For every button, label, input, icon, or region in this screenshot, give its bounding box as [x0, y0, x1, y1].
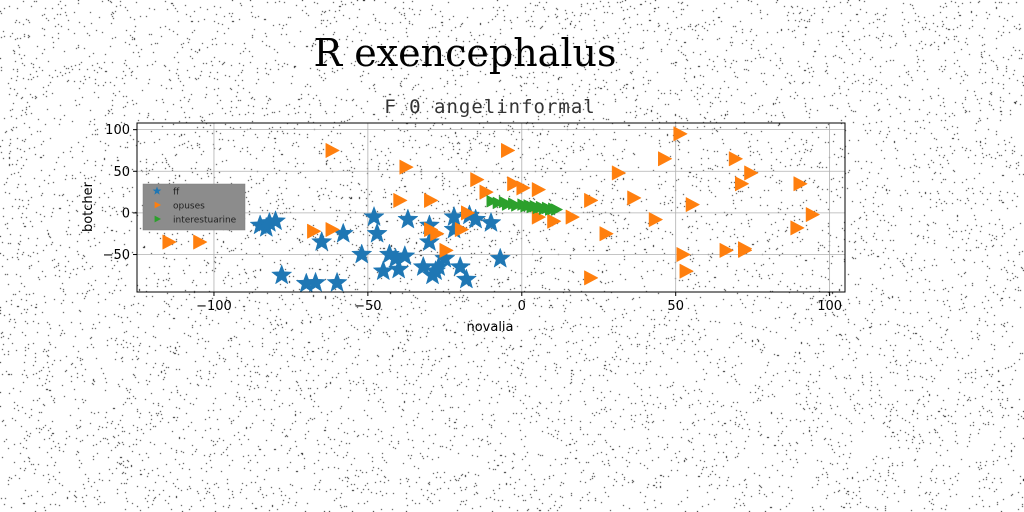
y-tick-label: −50: [103, 248, 130, 263]
data-point-ff: [394, 244, 416, 266]
y-tick-label: 0: [122, 206, 130, 221]
data-point-opuses: [719, 242, 734, 259]
data-point-ff: [271, 264, 293, 285]
legend-label-opuses: opuses: [173, 202, 205, 212]
y-tick-label: 100: [105, 123, 130, 138]
data-point-opuses: [193, 234, 208, 250]
data-point-opuses: [673, 126, 688, 142]
data-point-opuses: [307, 223, 322, 239]
legend-label-interestuarine: interestuarine: [173, 216, 237, 226]
data-point-ff: [264, 210, 287, 231]
data-point-interestuarine: [501, 198, 514, 211]
x-tick-label: −100: [196, 299, 232, 314]
data-point-opuses: [325, 142, 340, 159]
data-point-opuses: [461, 205, 476, 221]
data-point-opuses: [565, 209, 581, 225]
data-point-opuses: [325, 221, 340, 238]
series-opuses: [162, 126, 821, 286]
data-point-opuses: [584, 192, 599, 209]
data-point-opuses: [584, 270, 599, 286]
data-point-ff: [326, 271, 348, 292]
data-point-interestuarine: [486, 194, 499, 208]
data-point-ff: [311, 230, 333, 252]
data-point-opuses: [470, 171, 485, 188]
data-point-opuses: [685, 196, 701, 213]
data-point-opuses: [599, 226, 614, 242]
data-point-opuses: [454, 221, 470, 238]
data-point-opuses: [679, 263, 694, 279]
data-point-interestuarine: [551, 203, 564, 216]
data-point-opuses: [790, 220, 805, 236]
x-axis-label: novalia: [466, 320, 513, 335]
data-point-ff: [449, 255, 471, 277]
x-tick-label: 50: [667, 299, 684, 314]
legend-label-ff: ff: [173, 188, 180, 198]
data-point-opuses: [734, 176, 750, 192]
data-point-opuses: [728, 151, 744, 167]
data-point-opuses: [531, 209, 547, 225]
data-point-opuses: [648, 211, 664, 228]
legend-marker-interestuarine: [154, 215, 161, 223]
data-point-opuses: [162, 234, 177, 250]
data-point-opuses: [531, 181, 547, 198]
data-point-ff: [455, 268, 478, 289]
series-ff: [249, 204, 511, 293]
data-point-opuses: [424, 192, 439, 209]
y-axis-label: botcher: [81, 181, 96, 232]
data-point-opuses: [547, 213, 562, 229]
data-point-ff: [434, 247, 456, 268]
data-point-opuses: [658, 151, 673, 167]
data-point-opuses: [501, 142, 516, 159]
data-point-opuses: [738, 241, 753, 257]
data-point-ff: [351, 243, 373, 264]
legend: ff opuses interestuarine: [142, 183, 246, 231]
data-points: [162, 126, 821, 293]
data-point-opuses: [479, 184, 494, 200]
plot-frame: [136, 122, 846, 293]
data-point-opuses: [399, 159, 414, 175]
data-point-ff: [489, 247, 511, 268]
x-tick-label: −50: [354, 299, 381, 314]
axis-ticks: −100 −50 0 50 100 −50 0 50 100: [103, 123, 842, 314]
data-point-ff: [363, 205, 385, 227]
data-point-ff: [304, 271, 327, 292]
data-point-opuses: [507, 176, 522, 192]
data-point-opuses: [676, 246, 691, 263]
data-point-opuses: [393, 192, 408, 209]
data-point-ff: [418, 230, 441, 252]
data-point-ff: [332, 222, 354, 243]
data-point-opuses: [439, 242, 454, 259]
x-tick-label: 100: [817, 299, 842, 314]
data-point-ff: [397, 208, 419, 229]
data-point-ff: [366, 222, 388, 243]
data-point-opuses: [516, 180, 531, 196]
data-point-opuses: [611, 165, 627, 181]
data-point-opuses: [627, 190, 642, 206]
data-point-opuses: [744, 165, 759, 181]
figure-suptitle: R exencephalus: [314, 31, 617, 75]
data-point-ff: [387, 258, 410, 279]
legend-box: [142, 183, 246, 231]
data-point-opuses: [430, 226, 445, 242]
x-tick-label: 0: [518, 299, 526, 314]
data-point-ff: [480, 211, 502, 232]
series-interestuarine: [486, 194, 564, 216]
data-point-opuses: [805, 206, 821, 223]
legend-marker-opuses: [154, 201, 161, 209]
data-point-interestuarine: [511, 199, 524, 212]
y-tick-label: 50: [113, 165, 130, 180]
axes-title: F 0 angelinformal: [384, 96, 595, 118]
data-point-opuses: [793, 176, 808, 192]
data-point-interestuarine: [492, 196, 505, 210]
legend-marker-ff: [152, 186, 162, 195]
